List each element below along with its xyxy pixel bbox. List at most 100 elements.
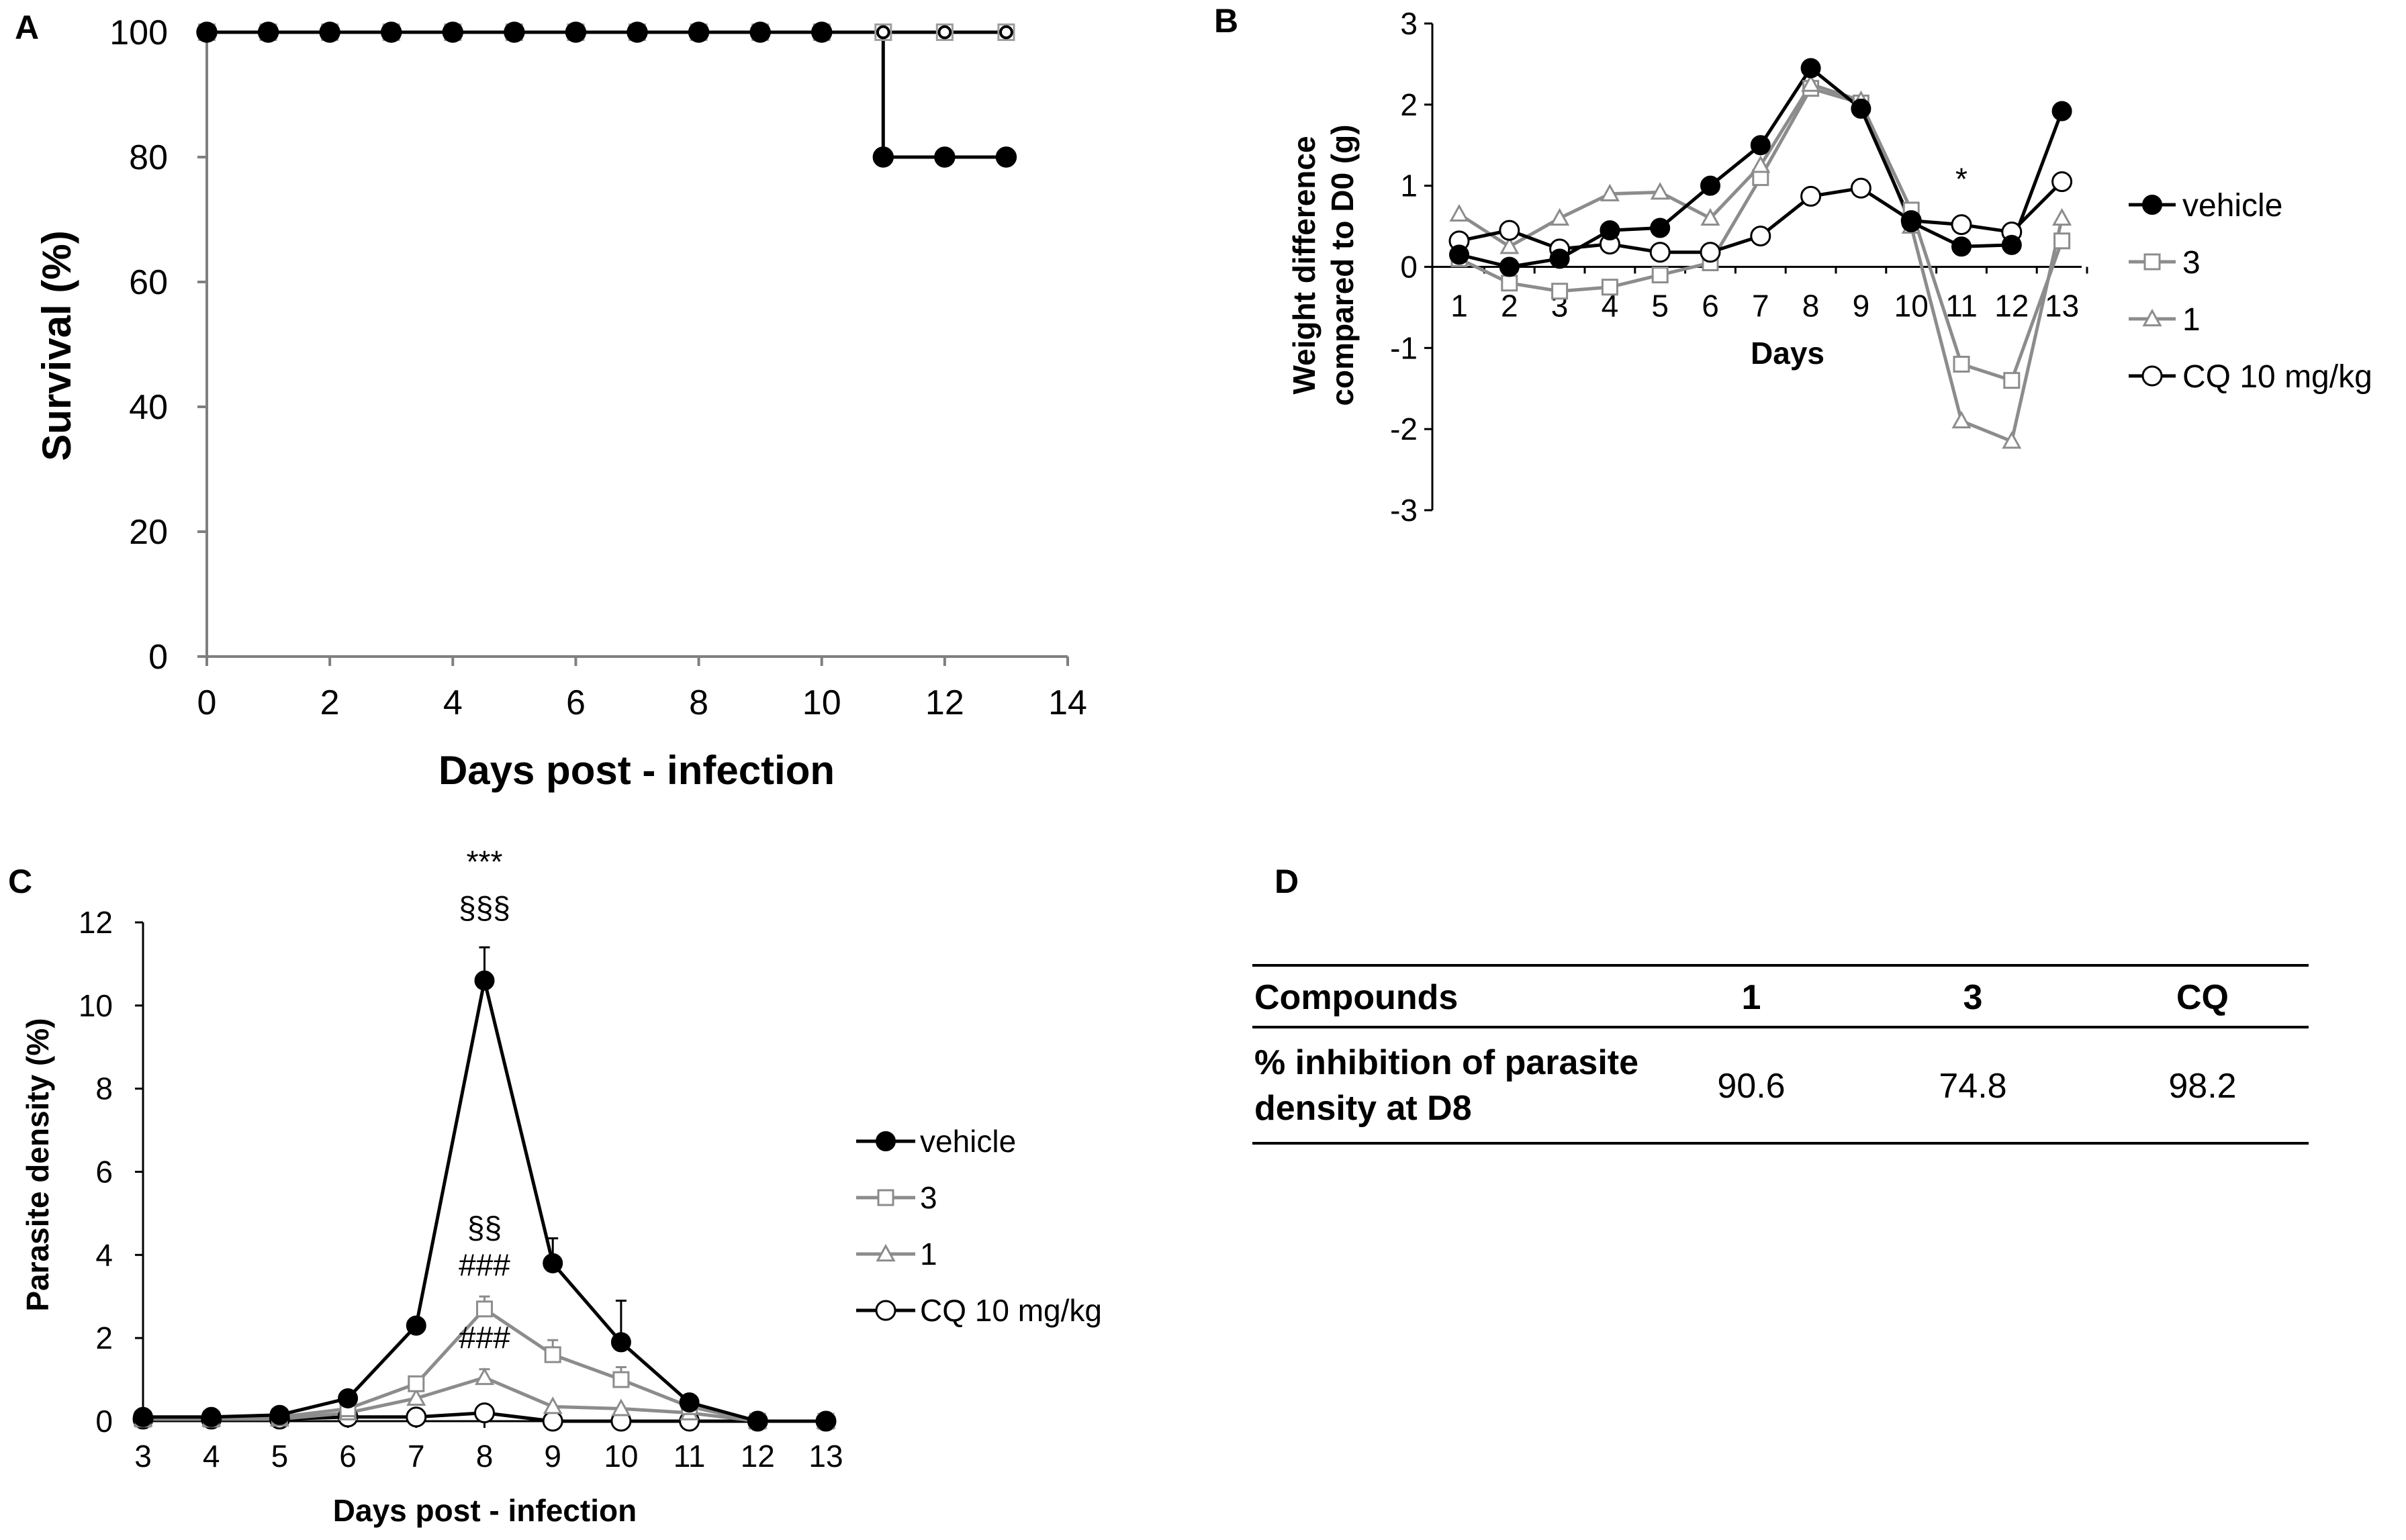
panel-letter-a: A	[15, 9, 39, 46]
data-point	[2051, 171, 2073, 193]
legend-label: CQ 10 mg/kg	[2182, 359, 2372, 395]
legend-label: CQ 10 mg/kg	[920, 1293, 1102, 1328]
x-tick-label: 12	[925, 683, 964, 722]
data-point	[612, 1371, 630, 1388]
data-point	[1499, 220, 1520, 241]
y-tick-label: -1	[1390, 330, 1418, 365]
data-point	[1800, 185, 1822, 207]
data-point	[2053, 232, 2071, 250]
panel-c-ylabel: Parasite density (%)	[20, 1018, 55, 1311]
x-tick-label: 7	[408, 1439, 425, 1474]
data-point	[688, 21, 710, 43]
data-point	[1850, 177, 1871, 199]
y-tick-label: 60	[129, 263, 168, 302]
x-tick-label: 9	[1853, 289, 1870, 324]
data-point	[1700, 175, 1720, 196]
y-tick-label: 80	[129, 138, 168, 177]
data-point	[543, 1396, 563, 1414]
data-point	[2051, 101, 2072, 122]
table-cell-cq: 98.2	[2168, 1067, 2236, 1106]
data-point	[610, 1332, 631, 1353]
table-cell-1: 90.6	[1717, 1067, 1785, 1106]
x-tick-label: 10	[1894, 289, 1929, 324]
data-point	[627, 21, 648, 43]
data-point	[749, 21, 771, 43]
data-point	[2052, 207, 2072, 226]
y-tick-label: -2	[1390, 412, 1418, 446]
x-tick-label: 8	[1802, 289, 1820, 324]
table-cell-3: 74.8	[1939, 1067, 2006, 1106]
data-point	[474, 970, 495, 991]
data-point	[543, 1253, 563, 1273]
data-point	[934, 146, 956, 168]
data-point	[133, 1406, 153, 1427]
x-tick-label: 9	[544, 1439, 561, 1474]
data-point	[1600, 220, 1620, 241]
y-tick-label: 40	[129, 388, 168, 427]
data-point	[1550, 207, 1570, 226]
y-tick-label: 100	[109, 13, 168, 52]
data-point	[565, 21, 587, 43]
significance-annotation: ***	[467, 845, 503, 879]
data-point	[1449, 244, 1469, 265]
panel-b-ylabel-line2: compared to D0 (g)	[1325, 124, 1360, 405]
x-tick-label: 6	[566, 683, 586, 722]
data-point	[1650, 182, 1670, 200]
x-tick-label: 11	[1945, 289, 1978, 324]
y-tick-label: 0	[1400, 250, 1418, 285]
data-point	[201, 1406, 222, 1427]
legend-marker	[2142, 195, 2162, 215]
x-tick-label: 13	[2045, 289, 2079, 324]
data-point	[1700, 207, 1720, 226]
data-point	[406, 1406, 427, 1428]
data-point	[474, 1402, 495, 1424]
legend-marker	[877, 1189, 894, 1206]
x-tick-label: 3	[134, 1439, 152, 1474]
x-tick-label: 6	[1702, 289, 1719, 324]
x-tick-label: 10	[604, 1439, 638, 1474]
y-tick-label: 12	[79, 905, 113, 940]
data-point	[406, 1315, 426, 1336]
data-point	[319, 21, 340, 43]
y-tick-label: 0	[148, 638, 168, 677]
data-point	[995, 146, 1017, 168]
data-point	[408, 1375, 425, 1392]
x-tick-label: 12	[1994, 289, 2029, 324]
y-tick-label: 0	[95, 1404, 113, 1439]
panel-d-table: Compounds 1 3 CQ % inhibition of parasit…	[1252, 964, 2309, 1145]
table-row-label-line2: density at D8	[1254, 1089, 1472, 1128]
x-tick-label: 2	[1501, 289, 1518, 324]
data-point	[747, 1411, 768, 1431]
data-point	[1449, 203, 1469, 222]
data-point	[1901, 212, 1922, 233]
series-line	[207, 30, 1007, 159]
data-point	[476, 1300, 493, 1318]
data-point	[1951, 410, 1972, 429]
panel-b-ylabel-line1: Weight difference	[1287, 136, 1322, 394]
data-point	[876, 25, 890, 40]
x-tick-label: 4	[443, 683, 463, 722]
y-tick-label: 2	[1400, 87, 1418, 122]
x-tick-label: 8	[476, 1439, 494, 1474]
data-point	[1750, 135, 1771, 156]
significance-annotation: §§	[467, 1210, 502, 1245]
data-point	[1549, 248, 1570, 269]
x-tick-label: 11	[674, 1439, 706, 1474]
data-point	[1501, 275, 1518, 292]
data-point	[611, 1398, 631, 1416]
data-point	[269, 1404, 290, 1425]
data-point	[196, 21, 218, 43]
table-header-1: 1	[1742, 978, 1761, 1017]
table-header-3: 3	[1963, 978, 1983, 1017]
data-point	[442, 21, 463, 43]
panel-a-ylabel: Survival (%)	[34, 230, 79, 461]
y-tick-label: 2	[95, 1320, 113, 1355]
data-point	[1601, 279, 1618, 296]
x-tick-label: 1	[1450, 289, 1468, 324]
x-tick-label: 7	[1752, 289, 1769, 324]
panel-b-xlabel: Days	[1751, 336, 1824, 371]
data-point	[1650, 218, 1671, 238]
data-point	[679, 1392, 700, 1413]
